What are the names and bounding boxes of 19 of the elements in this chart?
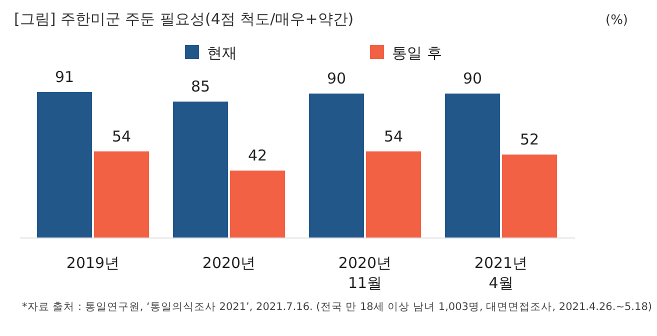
x-tick: 2020년 xyxy=(202,254,256,272)
x-tick: 2020년 xyxy=(338,254,392,272)
x-tick: 2021년 xyxy=(474,254,528,272)
data-label: 52 xyxy=(520,130,540,149)
legend-label: 통일 후 xyxy=(392,44,442,62)
x-tick: 2019년 xyxy=(66,254,120,272)
data-label: 54 xyxy=(384,127,404,146)
annotation: *자료 출처 : 통일연구원, ‘통일의식조사 2021’, 2021.7.16. (전국 만 18세 이상 남녀 1,003명, 대면면접조사, 2021.4.26.~5.18) xyxy=(22,301,652,313)
data-label: 91 xyxy=(54,68,74,86)
x-tick: 4월 xyxy=(488,274,514,292)
data-label: 54 xyxy=(112,127,132,146)
data-label: 90 xyxy=(326,70,346,88)
legend-label: 현재 xyxy=(207,44,237,62)
data-label: 42 xyxy=(248,146,268,165)
data-label: 85 xyxy=(190,78,210,96)
data-label: 90 xyxy=(462,70,482,88)
x-tick: 11월 xyxy=(348,274,382,292)
annotation: (%) xyxy=(606,13,628,28)
title: [그림] 주한미군 주둔 필요성(4점 척도/매우+약간) xyxy=(14,10,354,28)
